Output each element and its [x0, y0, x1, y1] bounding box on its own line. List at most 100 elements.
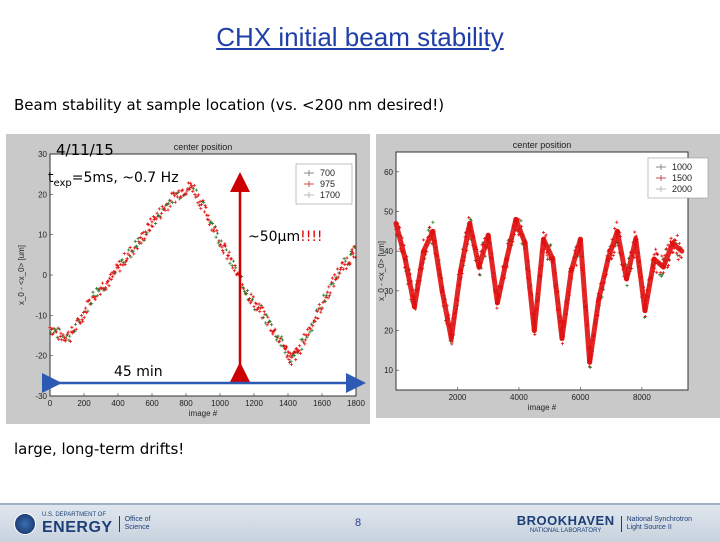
data-point — [329, 282, 333, 286]
bnl-logo: BROOKHAVEN NATIONAL LABORATORY National … — [517, 513, 692, 534]
data-point — [659, 274, 663, 278]
y-tick-label: 40 — [384, 247, 393, 256]
data-point — [197, 193, 201, 197]
data-point — [338, 271, 342, 275]
data-point — [549, 243, 553, 247]
data-point — [206, 213, 210, 218]
series-points — [48, 181, 358, 366]
data-point — [179, 195, 183, 199]
data-point — [120, 258, 124, 262]
data-point — [57, 337, 61, 341]
data-point — [113, 271, 118, 275]
data-point — [70, 325, 74, 329]
data-point — [615, 220, 619, 224]
series-band — [439, 288, 454, 341]
data-point — [137, 240, 141, 244]
data-point — [331, 281, 335, 285]
data-point — [207, 223, 212, 227]
bnl-name: BROOKHAVEN — [516, 513, 615, 528]
data-point — [64, 337, 68, 341]
data-point — [176, 190, 180, 195]
series-band — [670, 240, 685, 254]
legend-label: 1500 — [672, 173, 692, 183]
series-band — [402, 256, 417, 310]
data-point — [353, 255, 358, 260]
series-band — [531, 236, 547, 333]
data-point — [533, 332, 537, 337]
data-point — [185, 189, 189, 193]
x-tick-label: 2000 — [449, 393, 467, 402]
data-point — [327, 294, 332, 298]
data-point — [141, 230, 145, 235]
data-point — [250, 297, 255, 301]
data-point — [678, 254, 682, 258]
series-band — [541, 236, 556, 262]
data-point — [218, 242, 223, 247]
data-point — [643, 314, 648, 319]
legend-marker — [656, 175, 666, 181]
data-point — [118, 269, 122, 273]
data-point — [332, 284, 336, 288]
x-tick-label: 1400 — [279, 399, 297, 408]
data-point — [199, 206, 203, 210]
data-point — [155, 211, 159, 215]
data-point — [169, 199, 173, 203]
nsls-line2: Light Source II — [626, 523, 672, 531]
data-point — [477, 272, 482, 277]
data-point — [268, 319, 272, 324]
data-point — [338, 267, 343, 272]
data-point — [656, 252, 660, 256]
data-point — [428, 225, 432, 229]
y-tick-label: 60 — [384, 168, 393, 177]
data-point — [306, 333, 310, 337]
data-point — [144, 233, 148, 237]
slide-title: CHX initial beam stability — [216, 22, 504, 52]
data-point — [560, 342, 565, 346]
data-point — [184, 192, 188, 196]
data-point — [283, 351, 287, 355]
data-point — [276, 334, 280, 338]
legend-label: 1000 — [672, 162, 692, 172]
data-point — [273, 327, 277, 331]
data-point — [344, 267, 348, 271]
data-point — [150, 220, 154, 224]
data-point — [212, 229, 216, 233]
data-point — [74, 327, 78, 331]
series-band — [577, 236, 593, 365]
exposure-subscript: exp — [53, 177, 72, 189]
data-point — [274, 338, 279, 342]
data-point — [151, 224, 155, 229]
data-point — [121, 263, 125, 267]
y-tick-label: 20 — [38, 190, 47, 199]
series-band — [596, 256, 611, 302]
data-point — [305, 335, 309, 339]
x-tick-label: 8000 — [633, 393, 651, 402]
data-point — [97, 289, 101, 293]
data-point — [166, 208, 170, 212]
data-point — [279, 343, 283, 348]
data-point — [125, 256, 129, 261]
data-point — [223, 242, 227, 246]
data-point — [633, 230, 637, 234]
data-point — [123, 262, 127, 267]
data-point — [625, 283, 629, 288]
data-point — [207, 218, 211, 222]
data-point — [311, 324, 315, 328]
data-point — [287, 357, 291, 362]
data-point — [259, 304, 263, 308]
data-point — [316, 316, 320, 321]
data-point — [157, 207, 161, 211]
series-band — [633, 236, 648, 314]
conclusion-text: large, long-term drifts! — [14, 440, 185, 458]
data-point — [665, 266, 670, 270]
data-point — [194, 188, 199, 192]
data-point — [666, 243, 670, 247]
data-point — [588, 365, 592, 370]
data-point — [306, 327, 310, 332]
data-point — [323, 299, 327, 304]
data-point — [294, 358, 298, 362]
data-point — [320, 306, 324, 310]
data-point — [271, 332, 275, 336]
doe-wordmark: U.S. DEPARTMENT OF ENERGY — [42, 512, 113, 537]
